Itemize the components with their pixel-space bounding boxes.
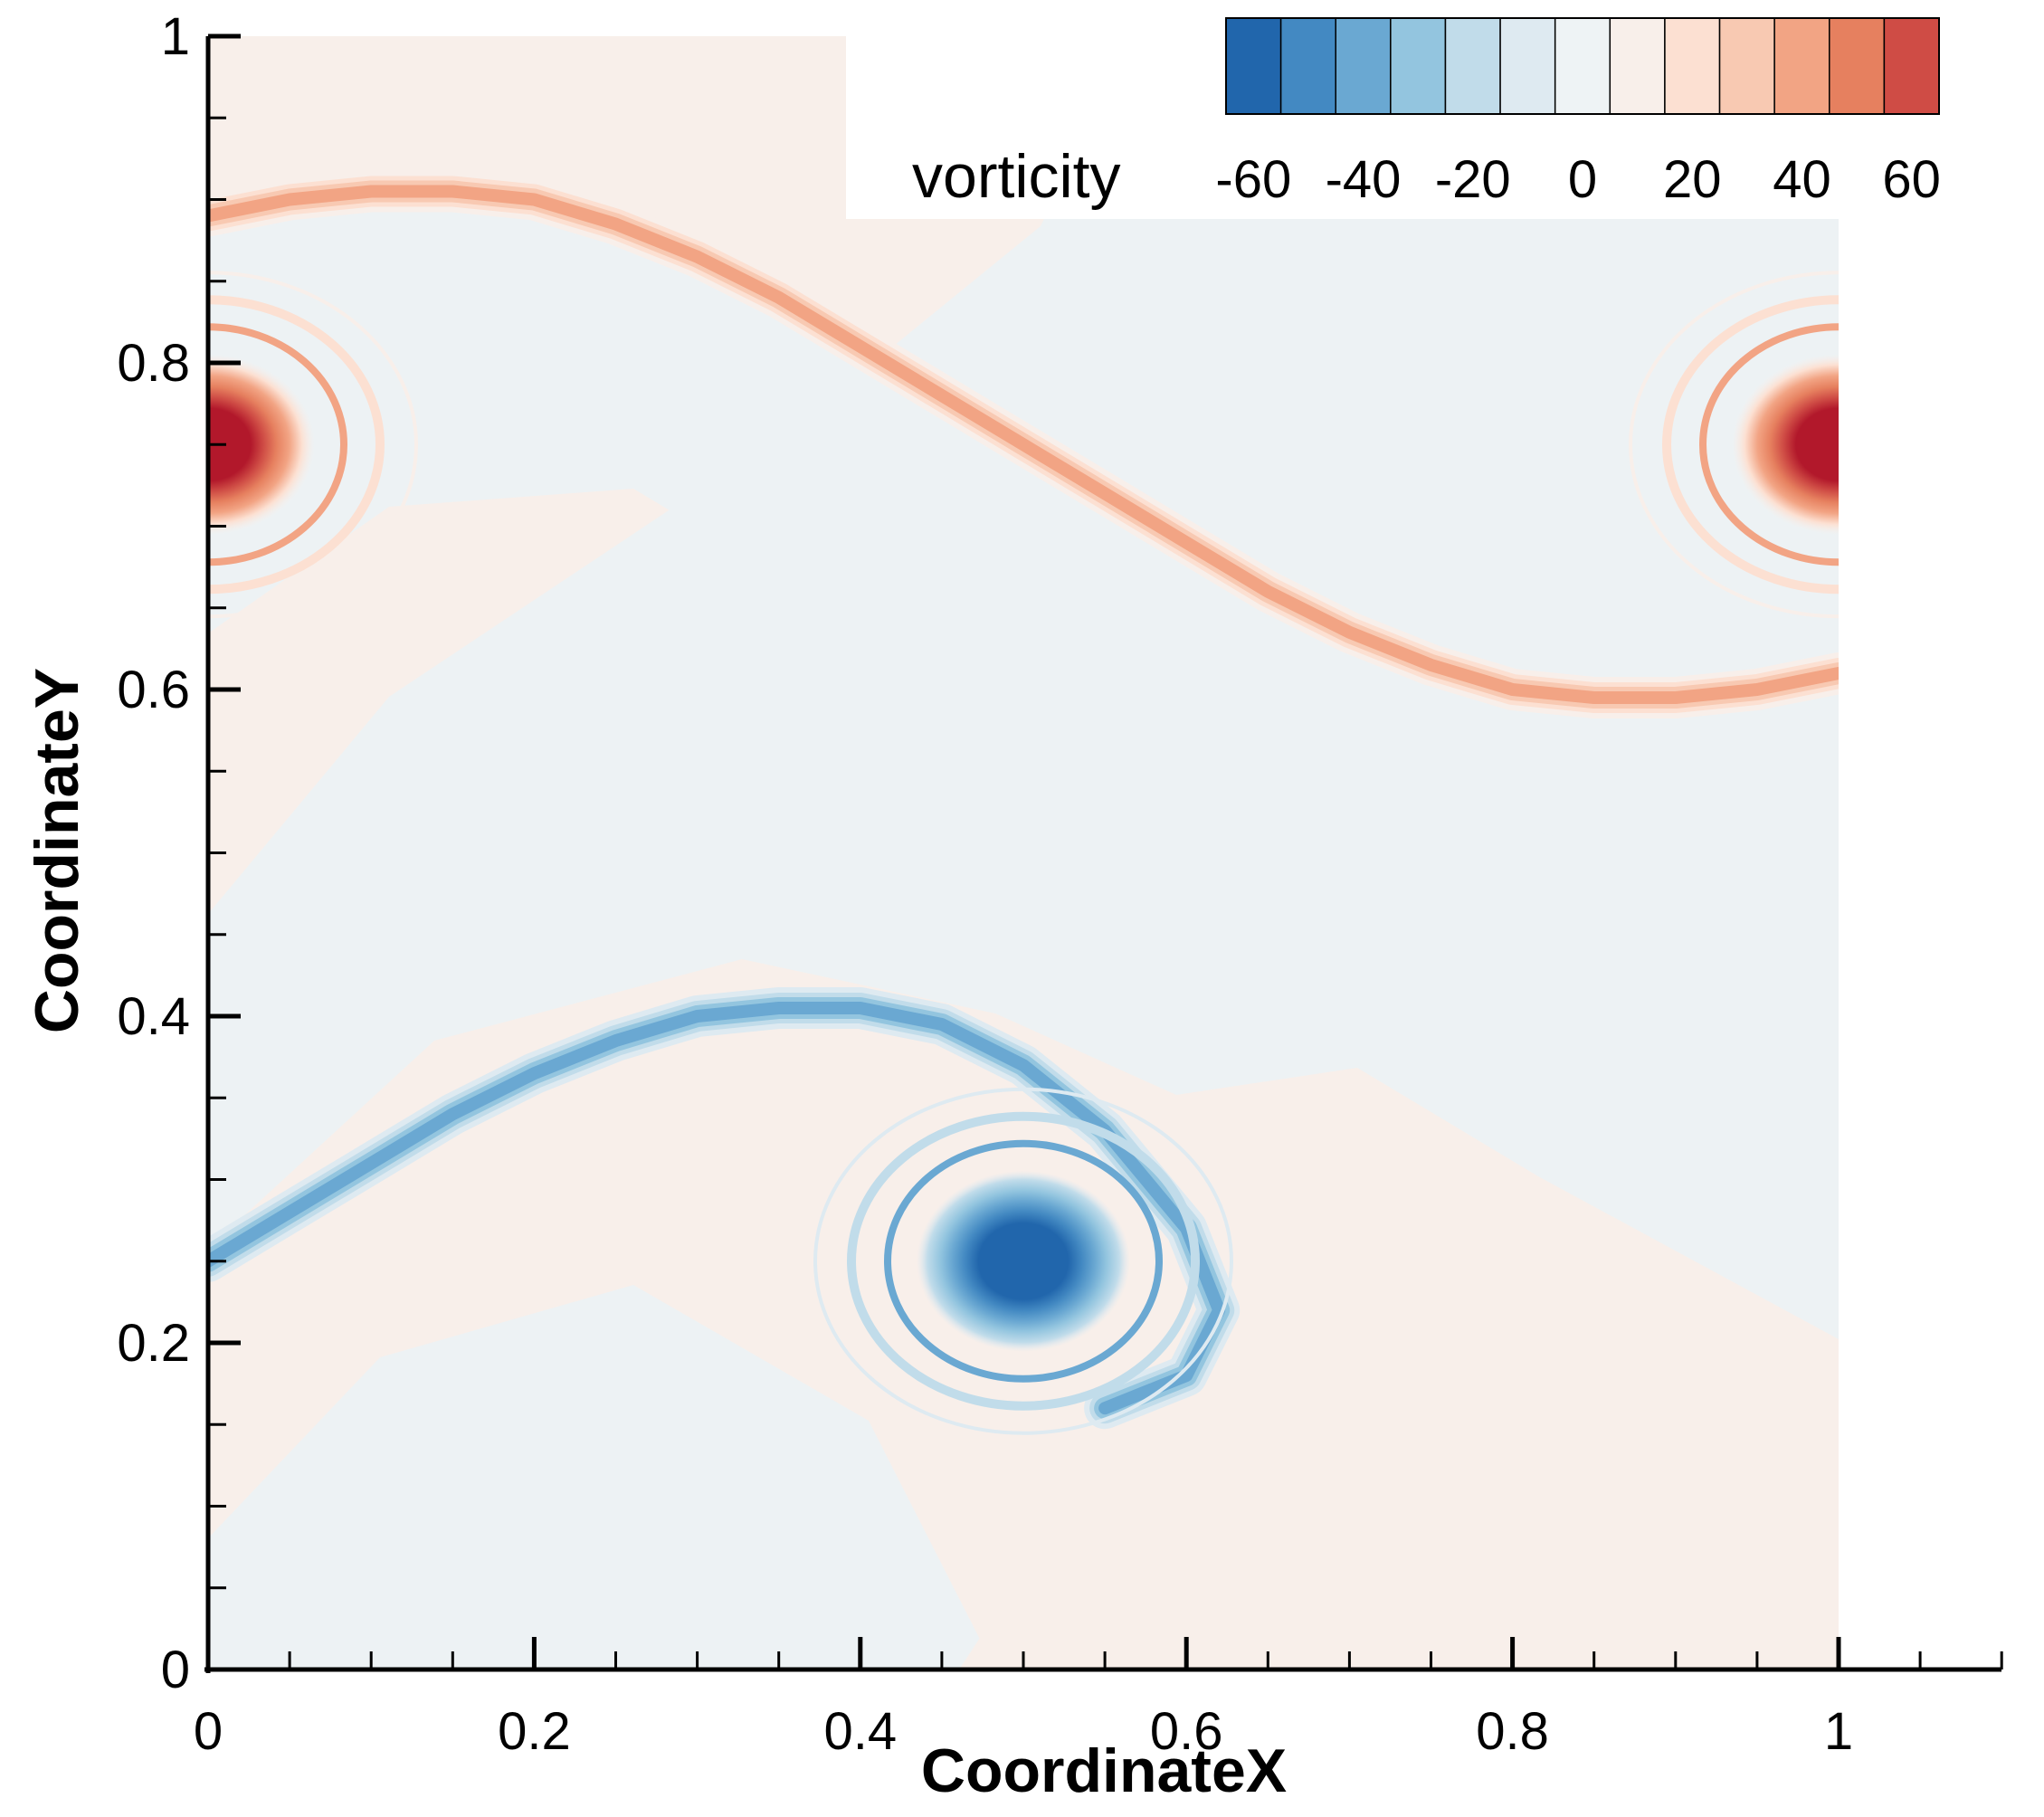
vortex-ring-2-0 xyxy=(813,1087,1233,1435)
colorbar-frame xyxy=(1225,17,1940,115)
colorbar-swatch xyxy=(1664,17,1721,115)
y-tick-label: 0.6 xyxy=(117,661,190,719)
y-axis-title: CoordinateY xyxy=(23,668,91,1033)
colorbar-title: vorticity xyxy=(912,142,1120,211)
colorbar-tick-label: 60 xyxy=(1882,150,1941,209)
colorbar-swatch xyxy=(1773,17,1830,115)
y-tick-label: 0.8 xyxy=(117,334,190,393)
x-axis-title: CoordinateX xyxy=(921,1736,1287,1805)
x-tick-label: 1 xyxy=(1824,1702,1853,1761)
colorbar-tick-label: 20 xyxy=(1663,150,1722,209)
vortex-core-2 xyxy=(917,1170,1130,1352)
x-tick-label: 0.8 xyxy=(1476,1702,1549,1761)
y-tick-label: 1 xyxy=(161,7,190,66)
vortex-ring-2-1 xyxy=(847,1111,1200,1411)
y-tick-label: 0.2 xyxy=(117,1314,190,1373)
vortex-ring-1-1 xyxy=(1662,295,1839,595)
axes: 0 0.2 0.4 0.6 0.8 1 0 0.2 0.4 0.6 0.8 1 Coordinate… xyxy=(23,7,2003,1805)
colorbar-swatch xyxy=(1554,17,1611,115)
colorbar-swatch xyxy=(1225,17,1282,115)
vortex-ring-2-2 xyxy=(884,1139,1163,1383)
colorbar-tick-label: -60 xyxy=(1215,150,1291,209)
colorbar-tick-label: 0 xyxy=(1568,150,1597,209)
colorbar-swatch xyxy=(1444,17,1501,115)
colorbar-swatch xyxy=(1499,17,1556,115)
vortex-ring-1-2 xyxy=(1699,323,1839,566)
vortex-ring-0-1 xyxy=(208,295,385,595)
colorbar-swatch xyxy=(1335,17,1392,115)
colorbar-swatch xyxy=(1883,17,1940,115)
y-tick-label: 0 xyxy=(161,1641,190,1699)
x-tick-label: 0.4 xyxy=(823,1702,897,1761)
vortex-core-0 xyxy=(208,354,315,536)
colorbar-legend: vorticity -60 -40 -20 0 20 40 60 xyxy=(846,0,2044,219)
colorbar-swatch xyxy=(1390,17,1447,115)
colorbar-tick-label: 40 xyxy=(1773,150,1831,209)
x-tick-label: 0.6 xyxy=(1150,1702,1223,1761)
colorbar-swatch xyxy=(1279,17,1336,115)
vortex-core-1 xyxy=(1732,354,1839,536)
colorbar-swatch xyxy=(1829,17,1886,115)
x-tick-label: 0.2 xyxy=(498,1702,571,1761)
vortex-ring-0-2 xyxy=(208,323,347,566)
background-zone-negative-band xyxy=(208,204,1839,896)
vortex-ring-0-0 xyxy=(208,271,418,619)
colorbar-swatch xyxy=(1718,17,1775,115)
colorbar-tick-label: -40 xyxy=(1326,150,1402,209)
colorbar-tick-label: -20 xyxy=(1435,150,1511,209)
positive-shear-layer-band-3 xyxy=(208,185,1839,704)
colorbar-swatch xyxy=(1609,17,1666,115)
negative-shear-layer-band-3 xyxy=(208,1002,1226,1415)
y-tick-label: 0.4 xyxy=(117,987,190,1046)
vorticity-field xyxy=(208,36,1839,1670)
x-tick-label: 0 xyxy=(194,1702,223,1761)
vortex-ring-1-0 xyxy=(1629,271,1839,619)
